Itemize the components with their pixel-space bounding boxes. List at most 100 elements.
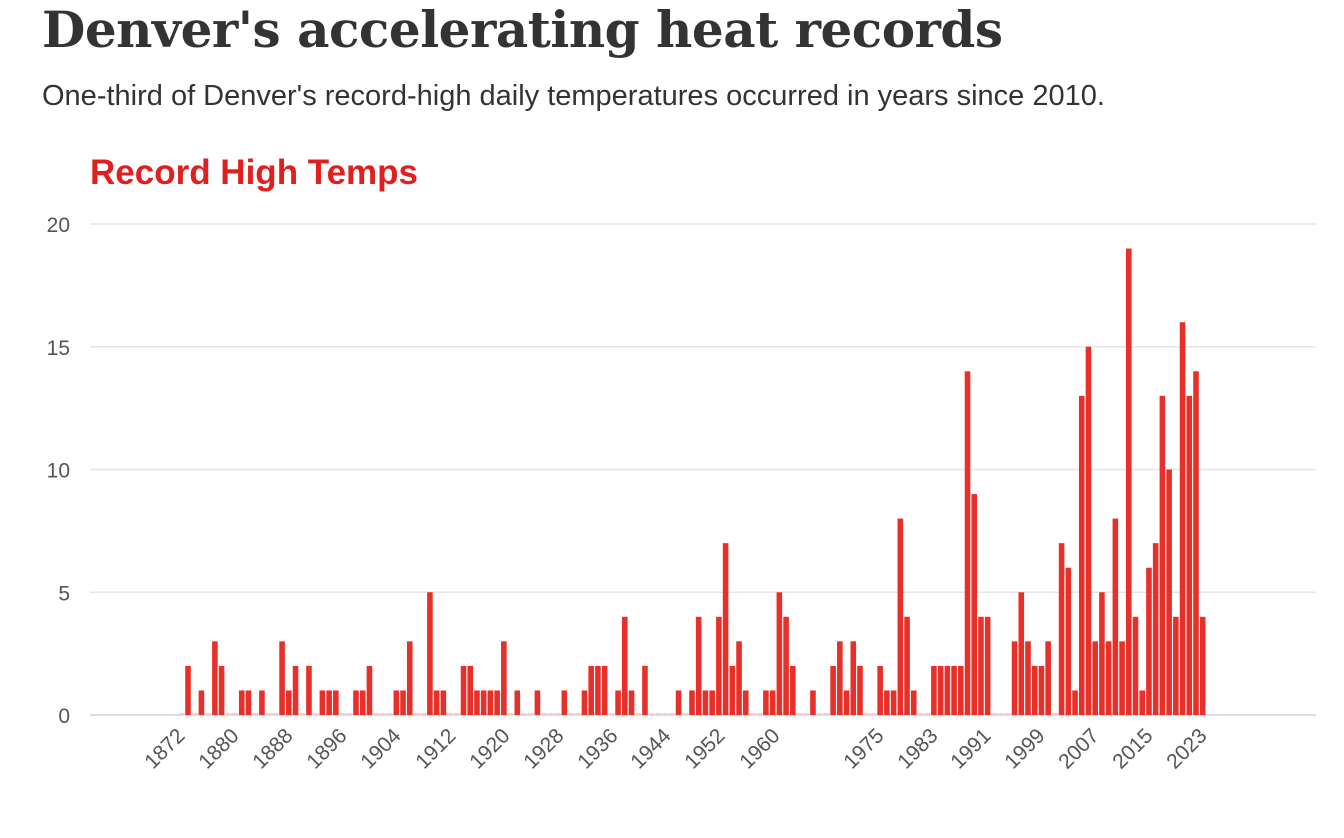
chart-title: Record High Temps bbox=[90, 153, 419, 192]
bar-1969 bbox=[830, 665, 836, 715]
bar-1970 bbox=[837, 641, 843, 715]
zero-stub bbox=[568, 713, 574, 715]
bar-1992 bbox=[984, 616, 991, 715]
bar-2022 bbox=[1186, 395, 1193, 715]
zero-stub bbox=[803, 713, 810, 715]
bar-1891 bbox=[306, 665, 312, 715]
bar-1963 bbox=[790, 665, 796, 715]
zero-stub bbox=[924, 713, 930, 715]
zero-stub bbox=[548, 713, 554, 715]
bar-1990 bbox=[971, 494, 978, 715]
page-subtitle: One-third of Denver's record-high daily … bbox=[42, 80, 1105, 112]
zero-stub bbox=[420, 713, 426, 715]
zero-stub bbox=[863, 713, 870, 715]
x-tick-label: 1896 bbox=[302, 724, 351, 773]
bar-1934 bbox=[595, 665, 601, 715]
bar-1889 bbox=[292, 665, 299, 715]
zero-stub bbox=[178, 713, 185, 715]
x-tick-label: 2023 bbox=[1162, 724, 1211, 773]
bar-1878 bbox=[218, 665, 225, 715]
bar-1935 bbox=[601, 665, 608, 715]
bar-2011 bbox=[1112, 518, 1119, 715]
zero-stub bbox=[346, 713, 353, 715]
bar-1985 bbox=[937, 665, 944, 715]
zero-stub bbox=[232, 713, 238, 715]
bar-2024 bbox=[1199, 616, 1206, 715]
zero-stub bbox=[749, 713, 756, 715]
bar-1999 bbox=[1031, 665, 1038, 715]
bar-1909 bbox=[427, 592, 433, 715]
x-tick-label: 2007 bbox=[1054, 724, 1103, 773]
bar-2004 bbox=[1065, 567, 1072, 715]
bar-1877 bbox=[212, 641, 218, 715]
zero-stub bbox=[662, 713, 668, 715]
zero-stub bbox=[521, 713, 527, 715]
zero-stub bbox=[796, 713, 803, 715]
bar-2017 bbox=[1152, 543, 1159, 715]
bar-1904 bbox=[393, 690, 400, 715]
bar-1955 bbox=[736, 641, 742, 715]
zero-stub bbox=[373, 713, 379, 715]
zero-stub bbox=[380, 713, 386, 715]
zero-stub bbox=[554, 713, 561, 715]
bar-1887 bbox=[279, 641, 285, 715]
bar-2021 bbox=[1179, 322, 1186, 715]
bar-1979 bbox=[897, 518, 904, 715]
zero-stub bbox=[870, 713, 877, 715]
bar-1971 bbox=[843, 690, 850, 715]
bar-1932 bbox=[581, 690, 588, 715]
bar-1976 bbox=[877, 665, 883, 715]
bar-1953 bbox=[722, 543, 729, 715]
bar-1882 bbox=[245, 690, 252, 715]
x-tick-label: 1936 bbox=[573, 724, 622, 773]
x-tick-label: 1920 bbox=[465, 724, 514, 773]
bar-1996 bbox=[1011, 641, 1018, 715]
bar-1951 bbox=[709, 690, 715, 715]
bar-1895 bbox=[333, 690, 339, 715]
y-tick-label: 20 bbox=[47, 214, 70, 237]
bar-1954 bbox=[729, 665, 736, 715]
bar-2005 bbox=[1072, 690, 1078, 715]
bar-1987 bbox=[951, 665, 957, 715]
x-tick-label: 1983 bbox=[893, 724, 942, 773]
bar-2023 bbox=[1193, 371, 1199, 715]
bar-2013 bbox=[1126, 248, 1132, 716]
zero-stub bbox=[635, 713, 642, 715]
zero-stub bbox=[541, 713, 547, 715]
bar-1919 bbox=[494, 690, 500, 715]
bar-1920 bbox=[501, 641, 507, 715]
zero-stub bbox=[1052, 713, 1058, 715]
bar-1905 bbox=[400, 690, 406, 715]
bar-1962 bbox=[783, 616, 789, 715]
zero-stub bbox=[991, 713, 998, 715]
bar-2015 bbox=[1139, 690, 1146, 715]
bar-2007 bbox=[1085, 346, 1092, 715]
y-tick-label: 15 bbox=[47, 337, 70, 360]
bar-2014 bbox=[1132, 616, 1139, 715]
bar-2016 bbox=[1146, 567, 1152, 715]
x-tick-label: 1999 bbox=[1000, 724, 1049, 773]
bar-2003 bbox=[1058, 543, 1065, 715]
zero-stub bbox=[1005, 713, 1011, 715]
zero-stub bbox=[507, 713, 514, 715]
x-tick-label: 1952 bbox=[680, 724, 729, 773]
bar-1948 bbox=[689, 690, 695, 715]
bar-2020 bbox=[1173, 616, 1179, 715]
bar-1918 bbox=[487, 690, 494, 715]
bar-1960 bbox=[769, 690, 776, 715]
bar-2000 bbox=[1038, 665, 1045, 715]
zero-stub bbox=[339, 713, 346, 715]
zero-stub bbox=[299, 713, 306, 715]
bar-1984 bbox=[931, 665, 937, 715]
bar-1949 bbox=[695, 616, 702, 715]
x-tick-label: 1944 bbox=[626, 724, 676, 774]
bar-1977 bbox=[884, 690, 890, 715]
zero-stub bbox=[574, 713, 581, 715]
bar-1933 bbox=[588, 665, 594, 715]
bar-1875 bbox=[198, 690, 205, 715]
zero-stub bbox=[648, 713, 655, 715]
bar-2018 bbox=[1159, 395, 1166, 715]
x-tick-label: 1888 bbox=[248, 724, 297, 773]
bar-1911 bbox=[440, 690, 447, 715]
zero-stub bbox=[454, 713, 460, 715]
